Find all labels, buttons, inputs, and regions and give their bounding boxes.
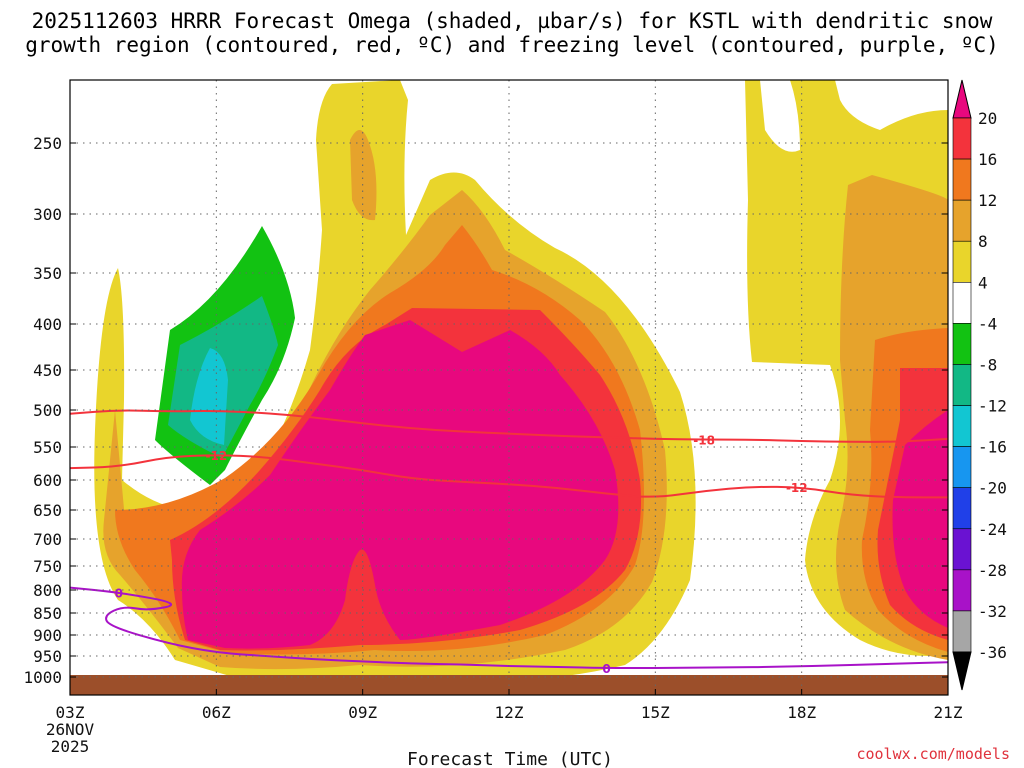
y-tick-label: 400 <box>33 315 62 334</box>
y-tick-label: 250 <box>33 134 62 153</box>
contour-label: 0 <box>602 662 610 676</box>
colorbar-label: 12 <box>978 191 997 210</box>
white-gap-top-right-2 <box>835 80 948 130</box>
x-tick-label: 03Z <box>56 703 85 722</box>
colorbar-label: 4 <box>978 273 988 292</box>
omega-shade-8-12-top <box>350 130 377 221</box>
x-date-label: 2025 <box>51 737 90 756</box>
y-tick-label: 900 <box>33 626 62 645</box>
x-tick-label: 21Z <box>934 703 963 722</box>
x-axis-title: Forecast Time (UTC) <box>407 749 613 768</box>
x-tick-label: 06Z <box>202 703 231 722</box>
colorbar-swatch <box>952 569 972 612</box>
y-tick-label: 800 <box>33 581 62 600</box>
x-tick-label: 18Z <box>787 703 816 722</box>
x-date-label: 26NOV <box>46 720 95 739</box>
y-tick-label: 500 <box>33 401 62 420</box>
y-tick-label: 750 <box>33 557 62 576</box>
colorbar-label: 20 <box>978 109 997 128</box>
contour-label: -12 <box>205 449 227 463</box>
colorbar: 20 16 12 8 4 -4 -8 -12 -16 -20 -24 -28 -32 -36 <box>952 79 1007 691</box>
colorbar-label: 16 <box>978 150 997 169</box>
contour-dendritic--18 <box>70 409 948 443</box>
contour-label: 0 <box>115 586 123 600</box>
colorbar-label: -36 <box>978 643 1007 662</box>
white-gap-top-right <box>760 80 800 152</box>
colorbar-swatch <box>952 651 972 691</box>
contour-label: -18 <box>693 434 715 448</box>
colorbar-swatch <box>952 487 972 530</box>
colorbar-label: -8 <box>978 355 997 374</box>
y-tick-label: 950 <box>33 647 62 666</box>
colorbar-label: -32 <box>978 602 1007 621</box>
colorbar-label: 8 <box>978 232 988 251</box>
colorbar-label: -24 <box>978 520 1007 539</box>
y-axis: 250 300 350 400 450 500 550 600 650 700 750 800 850 9… <box>23 134 948 687</box>
chart-title-line-2: growth region (contoured, red, ºC) and f… <box>25 33 999 57</box>
x-tick-label: 09Z <box>348 703 377 722</box>
contour-label: -12 <box>786 481 808 495</box>
colorbar-swatch <box>952 446 972 488</box>
contour-lines: -12 -12 -18 0 0 <box>70 409 948 676</box>
colorbar-swatch <box>952 158 972 201</box>
omega-shade-neg-12-16 <box>190 348 228 445</box>
colorbar-label: -28 <box>978 561 1007 580</box>
y-tick-label: 550 <box>33 438 62 457</box>
colorbar-swatch <box>952 79 972 119</box>
colorbar-swatch <box>952 364 972 406</box>
colorbar-swatch <box>952 282 972 324</box>
colorbar-swatch <box>952 117 972 160</box>
y-tick-label: 450 <box>33 361 62 380</box>
colorbar-label: -12 <box>978 397 1007 416</box>
colorbar-swatch <box>952 610 972 653</box>
omega-shade-over-20-right <box>892 410 948 628</box>
colorbar-swatch <box>952 323 972 365</box>
contour-dendritic--12 <box>70 454 948 499</box>
omega-shade-over-20 <box>181 320 619 649</box>
colorbar-label: -16 <box>978 438 1007 457</box>
x-tick-label: 12Z <box>495 703 524 722</box>
y-tick-label: 600 <box>33 471 62 490</box>
x-tick-label: 15Z <box>641 703 670 722</box>
colorbar-swatch <box>952 528 972 571</box>
colorbar-swatch <box>952 405 972 447</box>
colorbar-swatch <box>952 199 972 242</box>
omega-shading: -12 -12 -18 0 0 <box>70 80 948 681</box>
y-tick-label: 700 <box>33 530 62 549</box>
y-tick-label: 650 <box>33 501 62 520</box>
y-tick-label: 300 <box>33 205 62 224</box>
colorbar-label: -4 <box>978 314 997 333</box>
colorbar-label: -20 <box>978 479 1007 498</box>
y-tick-label: 850 <box>33 604 62 623</box>
colorbar-swatch <box>952 240 972 283</box>
contour-freezing-level-0 <box>70 586 948 670</box>
chart-title-line-1: 2025112603 HRRR Forecast Omega (shaded, … <box>31 9 993 33</box>
y-tick-label: 1000 <box>23 668 62 687</box>
site-credit: coolwx.com/models <box>856 745 1010 763</box>
y-tick-label: 350 <box>33 264 62 283</box>
